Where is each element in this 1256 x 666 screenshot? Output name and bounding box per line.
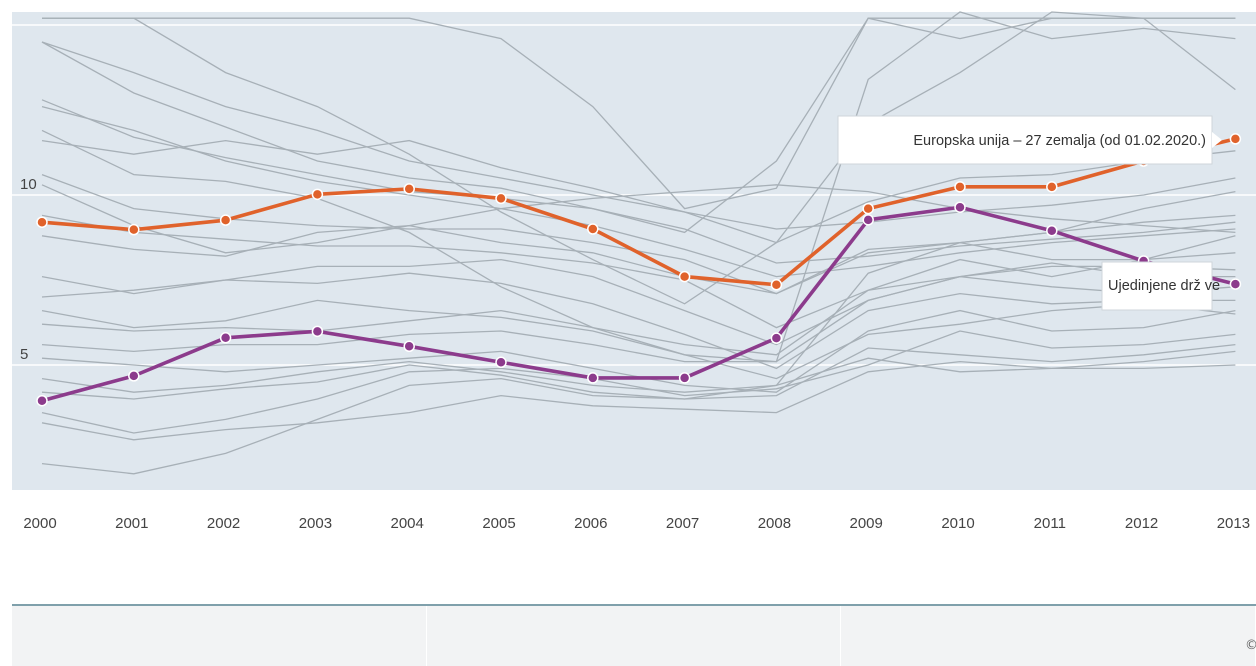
series-line: [41, 258, 1236, 346]
data-point: [862, 202, 874, 215]
y-tick-labels: 5 10: [20, 176, 37, 363]
data-point: [954, 201, 966, 213]
data-point: [403, 183, 415, 195]
series-line: [41, 299, 1236, 380]
highlighted-series: [36, 133, 1242, 407]
x-tick-label: 2008: [758, 515, 791, 532]
callout-pointer: [1212, 132, 1222, 148]
chart-footer: [12, 604, 1256, 666]
x-tick-label: 2006: [574, 515, 607, 532]
y-tick-label: 10: [20, 176, 37, 193]
data-point: [36, 216, 48, 228]
data-point: [495, 356, 507, 369]
series-line: [41, 41, 1236, 264]
callout-box: [837, 115, 1213, 165]
series-callout-label: Europska unija – 27 zemalja (od 01.02.20…: [913, 133, 1206, 149]
footer-cell: [12, 606, 427, 666]
series-line: [41, 275, 1236, 363]
data-point: [128, 370, 140, 382]
series-line: [41, 343, 1236, 400]
x-tick-label: 2007: [666, 515, 699, 532]
y-tick-label: 5: [20, 346, 28, 363]
data-point: [587, 223, 599, 235]
x-tick-label: 2010: [941, 515, 974, 532]
series-line: [41, 137, 1236, 287]
x-tick-label: 2000: [23, 515, 56, 532]
x-tick-label: 2012: [1125, 515, 1158, 532]
series-line: [41, 11, 1236, 363]
series-line: [41, 235, 1236, 356]
data-point: [770, 279, 783, 291]
x-tick-labels: 2000 2001 2002 2003 2004 2005 2006 2007 2008 2009…: [23, 515, 1250, 532]
data-point: [1046, 224, 1058, 237]
copyright-icon[interactable]: ©: [1245, 638, 1256, 653]
data-point: [311, 188, 324, 201]
series-line: [41, 224, 1236, 295]
data-point: [311, 325, 324, 338]
x-tick-label: 2003: [299, 515, 332, 532]
data-point: [862, 214, 874, 226]
data-point: [954, 181, 966, 193]
series-line: [41, 205, 1236, 403]
line-chart: 5 10 2000 2001 2002 2003 2004 2005 2006 2007 2008…: [12, 11, 1256, 532]
x-tick-label: 2005: [482, 515, 515, 532]
data-point: [1046, 181, 1058, 193]
series-line: [41, 17, 1236, 234]
series-line: [41, 350, 1236, 393]
data-point: [219, 214, 232, 226]
x-tick-label: 2013: [1217, 515, 1250, 532]
x-tick-label: 2004: [391, 515, 424, 532]
series-line: [41, 190, 1236, 475]
series-line: [41, 139, 1236, 244]
data-point: [1229, 278, 1242, 290]
series-line: [41, 360, 1236, 441]
series-line: [41, 105, 1236, 278]
data-point: [678, 270, 691, 283]
series-callout-label: Ujedinjene drž ve: [1108, 278, 1220, 294]
footer-cell: [841, 606, 1256, 666]
callout-box: [1101, 261, 1213, 311]
x-tick-label: 2009: [850, 515, 883, 532]
series-line: [41, 272, 1236, 370]
data-point: [1229, 133, 1242, 145]
data-point: [770, 332, 783, 344]
series-line: [41, 41, 1236, 230]
data-point: [495, 192, 507, 205]
data-point: [128, 223, 140, 236]
x-tick-label: 2001: [115, 515, 148, 532]
data-point: [219, 332, 232, 344]
series-line: [41, 330, 1236, 434]
data-point: [403, 340, 415, 353]
data-point: [678, 372, 691, 384]
series-line: [42, 17, 1236, 210]
data-point: [587, 372, 599, 384]
x-tick-label: 2002: [207, 515, 240, 532]
series-line: [41, 184, 1236, 254]
footer-cell: [426, 606, 842, 666]
x-tick-label: 2011: [1034, 515, 1066, 532]
series-line: [41, 214, 1236, 329]
series-callouts: Europska unija – 27 zemalja (od 01.02.20…: [837, 115, 1222, 311]
data-point: [36, 394, 48, 407]
